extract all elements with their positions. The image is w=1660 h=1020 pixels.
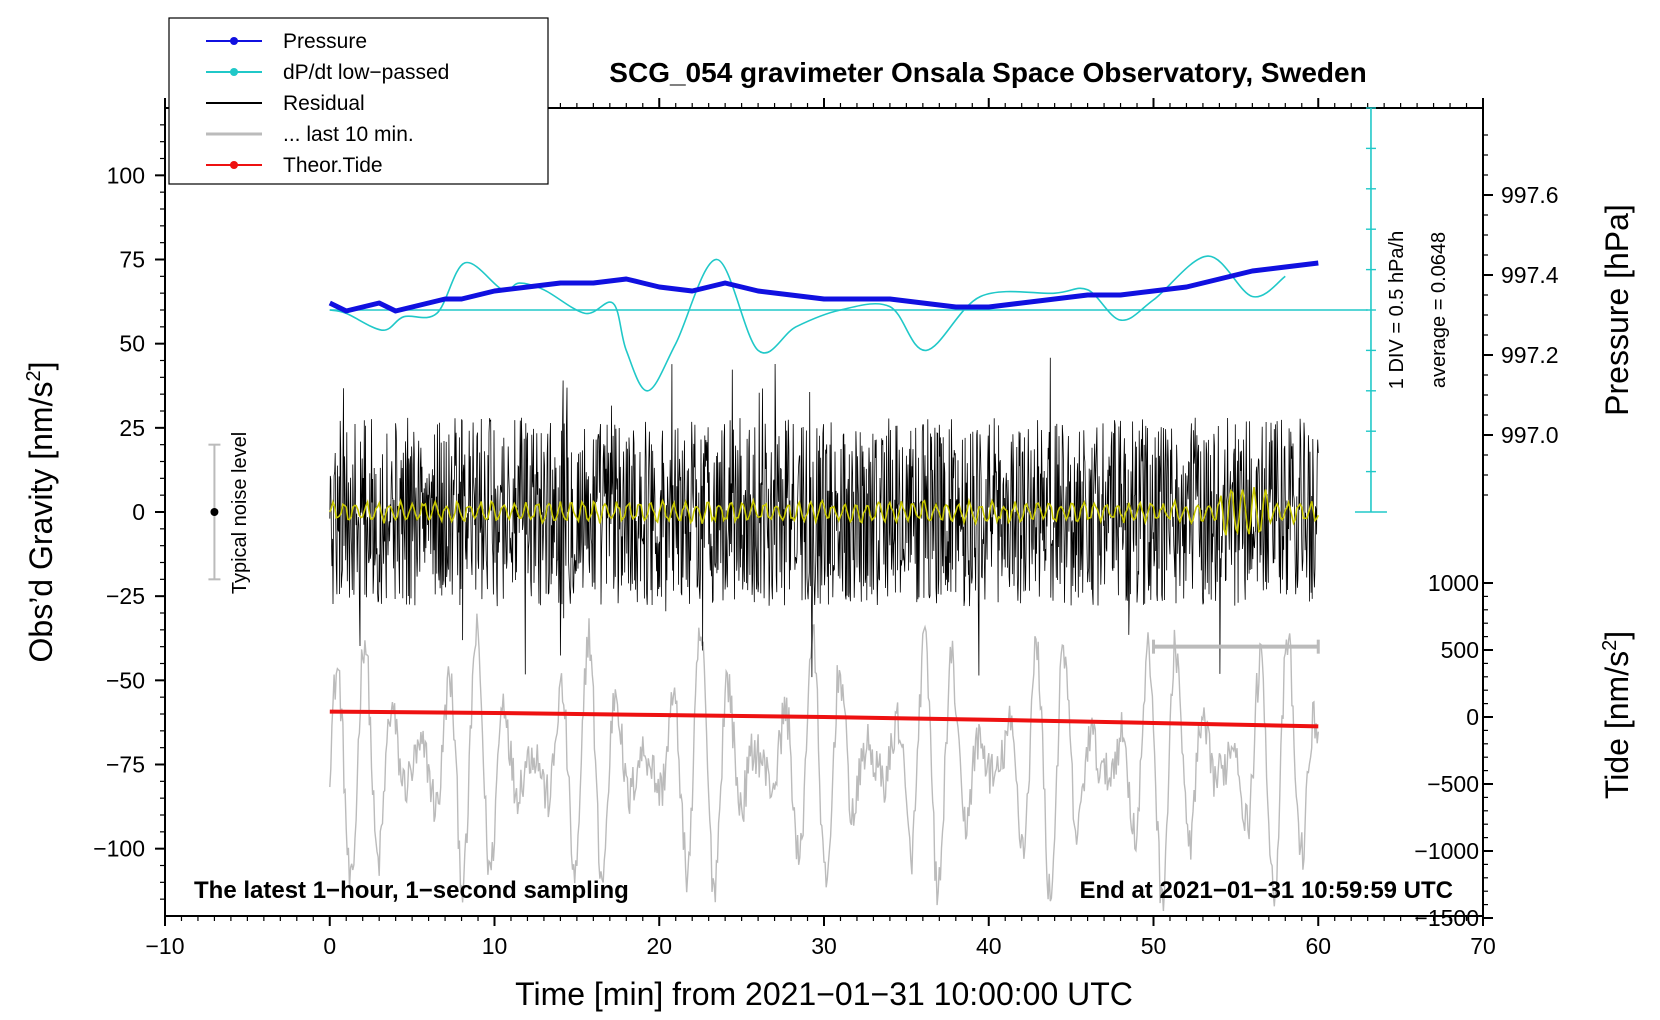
x-tick-label: 0 <box>323 933 336 959</box>
tide-axis-title-close: ] <box>1599 631 1635 640</box>
dpdt-scale-label: 1 DIV = 0.5 hPa/h <box>1386 231 1408 389</box>
y-left-axis-title-text: Obs’d Gravity [nm/s <box>23 382 59 663</box>
x-tick-label: 60 <box>1305 933 1331 959</box>
series-layer <box>208 255 1368 912</box>
pressure-tick-label: 997.4 <box>1501 262 1559 288</box>
x-tick-label: 40 <box>976 933 1002 959</box>
y-left-tick-label: 25 <box>119 415 145 441</box>
legend-swatch-marker <box>230 37 238 45</box>
legend-label: ... last 10 min. <box>283 123 414 146</box>
y-left-axis-title-sup: 2 <box>23 370 45 381</box>
legend-label: Pressure <box>283 30 367 53</box>
pressure-axis-title: Pressure [hPa] <box>1599 204 1635 416</box>
x-tick-label: 70 <box>1470 933 1496 959</box>
tide-axis-title-text: Tide [nm/s <box>1599 651 1635 799</box>
pressure-tick-label: 997.0 <box>1501 422 1559 448</box>
tide-axis-ticks: 1000 500 0 −500 −1000 −1500 <box>1414 570 1493 931</box>
y-left-tick-label: 0 <box>132 499 145 525</box>
y-left-tick-label: −75 <box>106 752 145 778</box>
pressure-axis-ticks: 997.0 997.2 997.4 997.6 <box>1483 134 1559 496</box>
x-tick-label: 20 <box>646 933 672 959</box>
legend-label: Theor.Tide <box>283 154 383 177</box>
tide-tick-label: −1500 <box>1414 905 1479 931</box>
legend-box <box>168 17 549 185</box>
legend-swatch-marker <box>230 161 238 169</box>
x-axis-title: Time [min] from 2021−01−31 10:00:00 UTC <box>515 976 1133 1012</box>
x-tick-label: 10 <box>482 933 508 959</box>
x-tick-label: −10 <box>145 933 184 959</box>
tide-axis-title: Tide [nm/s2] <box>1599 631 1635 799</box>
dpdt-scale-bar <box>1354 107 1387 513</box>
noise-level-center-dot <box>210 508 219 516</box>
series-dpdt-line <box>329 255 1286 392</box>
legend-label: Residual <box>283 92 365 115</box>
legend: Pressure dP/dt low−passed Residual ... last… <box>168 17 549 185</box>
y-left-axis-title-close: ] <box>23 362 59 371</box>
y-left-tick-label: −25 <box>106 583 145 609</box>
tide-tick-label: 1000 <box>1428 570 1479 596</box>
series-pressure-line <box>328 260 1319 314</box>
note-bottom-right: End at 2021−01−31 10:59:59 UTC <box>1079 877 1453 904</box>
dpdt-average-label: average = 0.0648 <box>1428 232 1450 388</box>
series-residual-smoothed-line <box>329 486 1320 536</box>
tide-tick-label: 0 <box>1466 704 1479 730</box>
x-tick-label: 50 <box>1141 933 1167 959</box>
series-last-10-min-line <box>329 613 1319 912</box>
legend-label: dP/dt low−passed <box>283 61 449 84</box>
tide-tick-label: −500 <box>1427 771 1479 797</box>
y-left-tick-label: 75 <box>119 247 145 273</box>
tide-tick-label: 500 <box>1441 637 1479 663</box>
note-bottom-left: The latest 1−hour, 1−second sampling <box>194 877 629 904</box>
y-left-axis-title: Obs’d Gravity [nm/s2] <box>23 362 59 663</box>
pressure-tick-label: 997.6 <box>1501 182 1559 208</box>
chart-title: SCG_054 gravimeter Onsala Space Observat… <box>609 57 1366 88</box>
x-tick-label: 30 <box>811 933 837 959</box>
noise-level-label: Typical noise level <box>229 432 251 594</box>
legend-swatch-marker <box>230 68 238 76</box>
tide-tick-label: −1000 <box>1414 838 1479 864</box>
tide-axis-title-sup: 2 <box>1599 640 1621 651</box>
y-left-axis-ticks: 100 75 50 25 0 −25 −50 −75 −100 <box>93 124 165 900</box>
y-left-tick-label: −50 <box>106 667 145 693</box>
series-theor-tide-line <box>329 709 1319 729</box>
pressure-tick-label: 997.2 <box>1501 342 1559 368</box>
y-left-tick-label: −100 <box>93 836 145 862</box>
x-axis-ticks: −10 0 10 20 30 40 50 60 70 <box>145 98 1496 959</box>
y-left-tick-label: 50 <box>119 331 145 357</box>
y-left-tick-label: 100 <box>107 162 145 188</box>
